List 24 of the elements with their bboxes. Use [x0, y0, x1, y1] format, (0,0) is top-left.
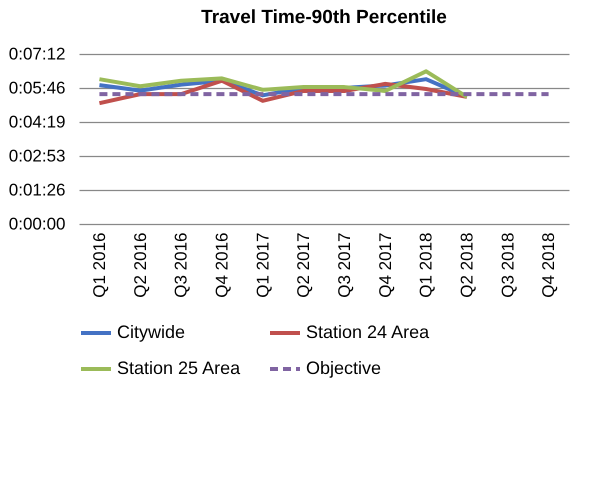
x-tick-label: Q3 2017: [334, 232, 354, 298]
x-tick-label: Q1 2017: [253, 232, 272, 298]
legend-label: Citywide: [117, 322, 186, 342]
y-tick-label: 0:01:26: [8, 180, 66, 200]
x-tick-label: Q1 2016: [90, 232, 109, 298]
x-tick-label: Q2 2018: [457, 232, 476, 298]
x-tick-label: Q4 2017: [376, 232, 395, 298]
legend-label: Objective: [306, 358, 382, 378]
line-series: [97, 69, 469, 99]
x-tick-label: Q4 2016: [212, 232, 232, 298]
x-tick-label: Q2 2017: [294, 232, 314, 298]
y-tick-label: 0:00:00: [8, 214, 66, 234]
x-tick-label: Q2 2016: [130, 232, 150, 298]
chart-title: Travel Time-90th Percentile: [201, 7, 447, 28]
y-tick-label: 0:04:19: [8, 112, 66, 132]
x-tick-label: Q4 2018: [539, 232, 558, 298]
y-tick-label: 0:02:53: [8, 146, 66, 166]
x-tick-label: Q1 2018: [416, 232, 436, 298]
x-tick-label: Q3 2018: [498, 232, 518, 298]
legend-label: Station 24 Area: [306, 322, 430, 342]
y-tick-label: 0:05:46: [8, 78, 66, 98]
legend-label: Station 25 Area: [117, 358, 242, 378]
y-tick-label: 0:07:12: [8, 44, 66, 64]
x-tick-label: Q3 2016: [172, 232, 191, 298]
